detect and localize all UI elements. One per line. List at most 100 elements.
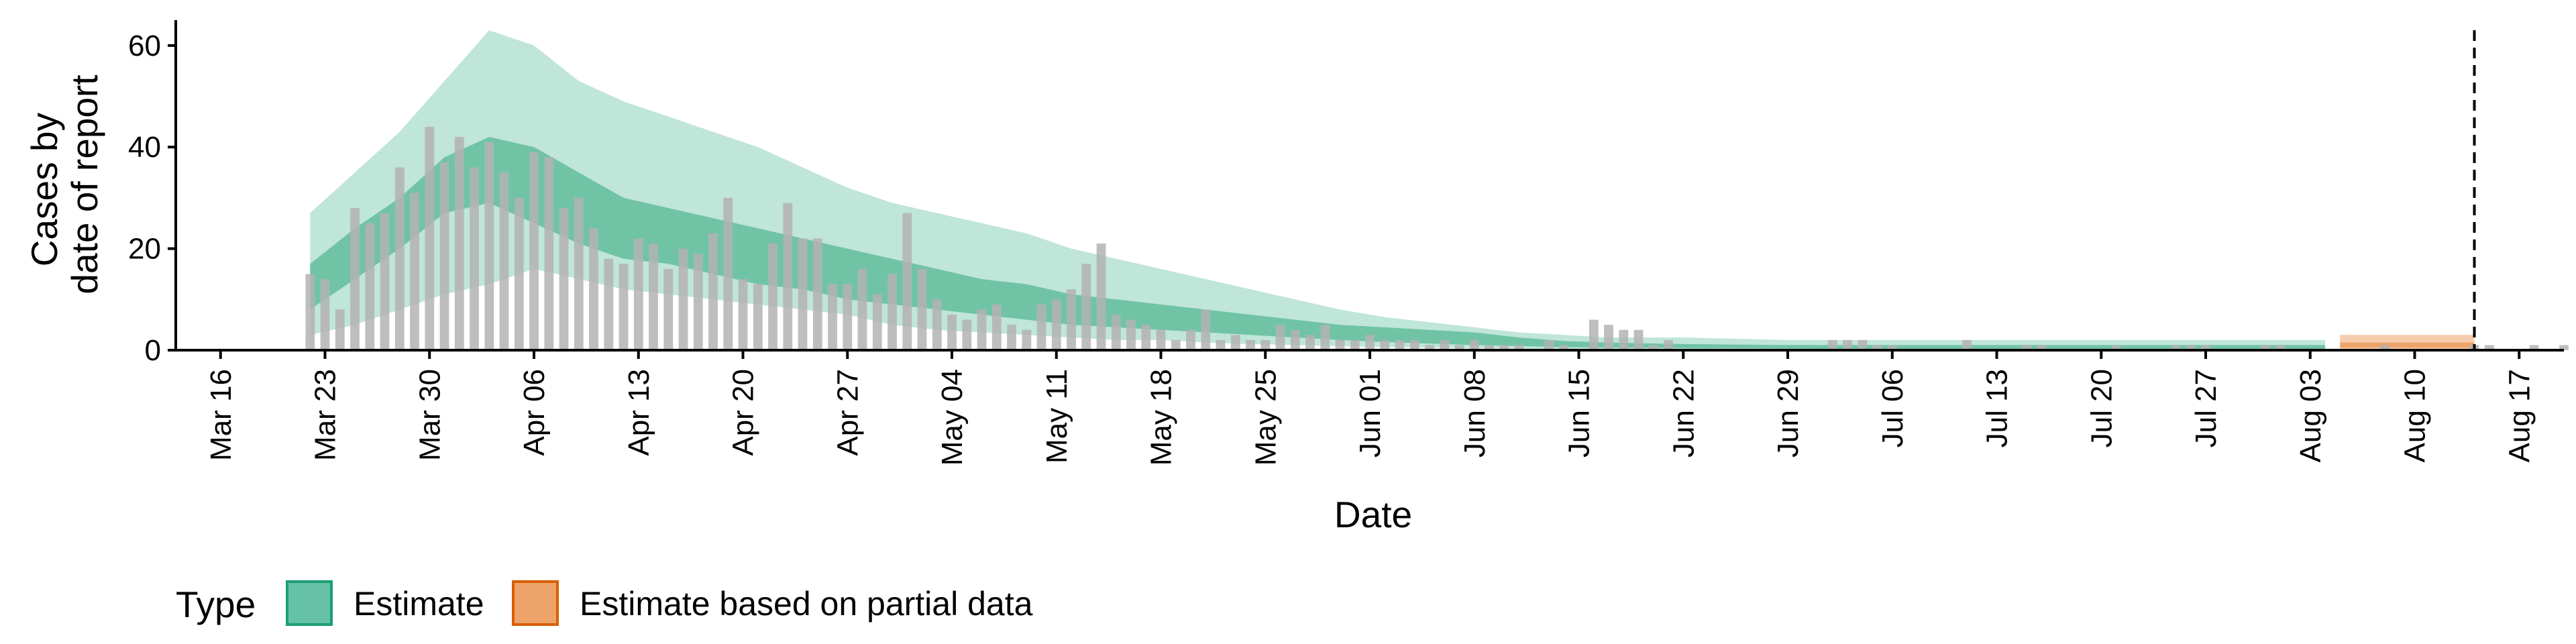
x-tick-label: Apr 27 [831, 369, 864, 456]
case-bar [1096, 244, 1106, 350]
case-bar [2261, 345, 2270, 350]
case-bar [2111, 345, 2121, 350]
case-bar [1469, 339, 1479, 350]
case-bar [917, 268, 927, 350]
case-bar [1544, 339, 1554, 350]
case-bar [649, 244, 658, 350]
case-bar [1081, 264, 1091, 350]
case-bar [1260, 339, 1271, 350]
case-bar [1365, 335, 1375, 350]
case-bar [1201, 309, 1211, 350]
case-bar [1664, 339, 1673, 350]
case-bar [410, 193, 419, 350]
case-bar [2380, 345, 2390, 350]
case-bar [1290, 329, 1300, 350]
case-bar [2186, 345, 2196, 350]
x-tick-label: Jul 20 [2085, 369, 2118, 447]
case-bar [574, 197, 584, 350]
case-bar [604, 258, 614, 350]
case-bar [1111, 315, 1121, 350]
case-bar [2201, 345, 2210, 350]
case-bar [544, 157, 554, 350]
x-tick-label: Aug 03 [2294, 369, 2327, 462]
legend-label-partial: Estimate based on partial data [580, 585, 1033, 623]
case-bar [2037, 345, 2047, 350]
x-tick-label: Jun 15 [1563, 369, 1596, 458]
case-bar [723, 197, 733, 350]
case-bar [738, 279, 748, 350]
case-bar [828, 284, 837, 350]
x-axis-title: Date [1334, 494, 1412, 535]
tick-labels: 0 20 40 60 Mar 16 Mar 23 Mar 30 Apr 06 Apr 13 Apr… [128, 30, 2536, 466]
case-bar [1843, 339, 1852, 350]
case-bar [1872, 345, 1882, 350]
case-bar [1827, 339, 1837, 350]
case-bar [1126, 319, 1136, 350]
case-bar [2275, 345, 2286, 350]
case-bar [1648, 345, 1658, 350]
x-tick-label: Jun 22 [1667, 369, 1700, 458]
case-bar [768, 244, 777, 350]
legend-swatch-partial [512, 580, 559, 626]
case-bar [1485, 345, 1494, 350]
case-bar [529, 152, 539, 351]
legend-label-estimate: Estimate [354, 585, 484, 623]
x-tick-label: May 11 [1040, 369, 1073, 464]
case-bar [1409, 339, 1419, 350]
case-bar [1275, 325, 1285, 350]
y-tick-label: 60 [128, 30, 161, 62]
case-bar [365, 223, 375, 350]
y-tick-label: 20 [128, 233, 161, 266]
y-tick-label: 40 [128, 131, 161, 164]
case-bar [1320, 325, 1330, 350]
case-bar [708, 233, 718, 350]
reported-case-bars [305, 127, 2569, 351]
case-bar [320, 279, 330, 350]
y-tick-label: 0 [145, 334, 161, 367]
case-bar [2484, 345, 2494, 350]
case-bar [843, 284, 853, 350]
case-bar [1022, 329, 1032, 350]
case-bar [872, 294, 882, 350]
case-bar [633, 238, 643, 350]
case-bar [1007, 325, 1016, 350]
case-bar [1141, 325, 1151, 350]
case-bar [1589, 319, 1599, 350]
case-bar [1171, 339, 1181, 350]
x-tick-label: Mar 16 [205, 369, 237, 461]
case-bar [812, 238, 822, 350]
case-bar [1305, 335, 1315, 350]
x-tick-label: Mar 30 [413, 369, 446, 461]
y-axis-title-line-1: Cases by [23, 113, 65, 267]
x-tick-label: Jul 06 [1876, 369, 1909, 447]
x-tick-label: Jun 29 [1772, 369, 1805, 458]
case-bar [499, 172, 509, 350]
case-bar [783, 203, 793, 350]
case-bar [1380, 339, 1390, 350]
y-axis-title: Cases by date of report [23, 74, 105, 294]
case-bar [425, 127, 435, 350]
case-bar [1559, 345, 1569, 350]
x-tick-label: Apr 06 [518, 369, 551, 456]
x-tick-label: Aug 17 [2503, 369, 2536, 462]
case-bar [454, 137, 464, 350]
case-bar [1604, 325, 1613, 350]
x-tick-label: Mar 23 [309, 369, 342, 461]
case-bar [1067, 289, 1076, 350]
case-bar [1230, 335, 1240, 350]
case-bar [1246, 339, 1255, 350]
case-bar [1395, 339, 1405, 350]
case-bar [1633, 329, 1644, 350]
x-tick-label: Jul 13 [1981, 369, 2014, 447]
case-bar [2022, 345, 2031, 350]
case-bar [589, 228, 598, 350]
x-tick-label: Jun 01 [1354, 369, 1387, 458]
axes [168, 20, 2564, 359]
case-bar [2559, 345, 2569, 350]
case-bar [2529, 345, 2539, 350]
case-bar [380, 213, 390, 350]
case-bar [678, 248, 688, 350]
case-bar [619, 264, 629, 350]
case-bar [2171, 345, 2181, 350]
